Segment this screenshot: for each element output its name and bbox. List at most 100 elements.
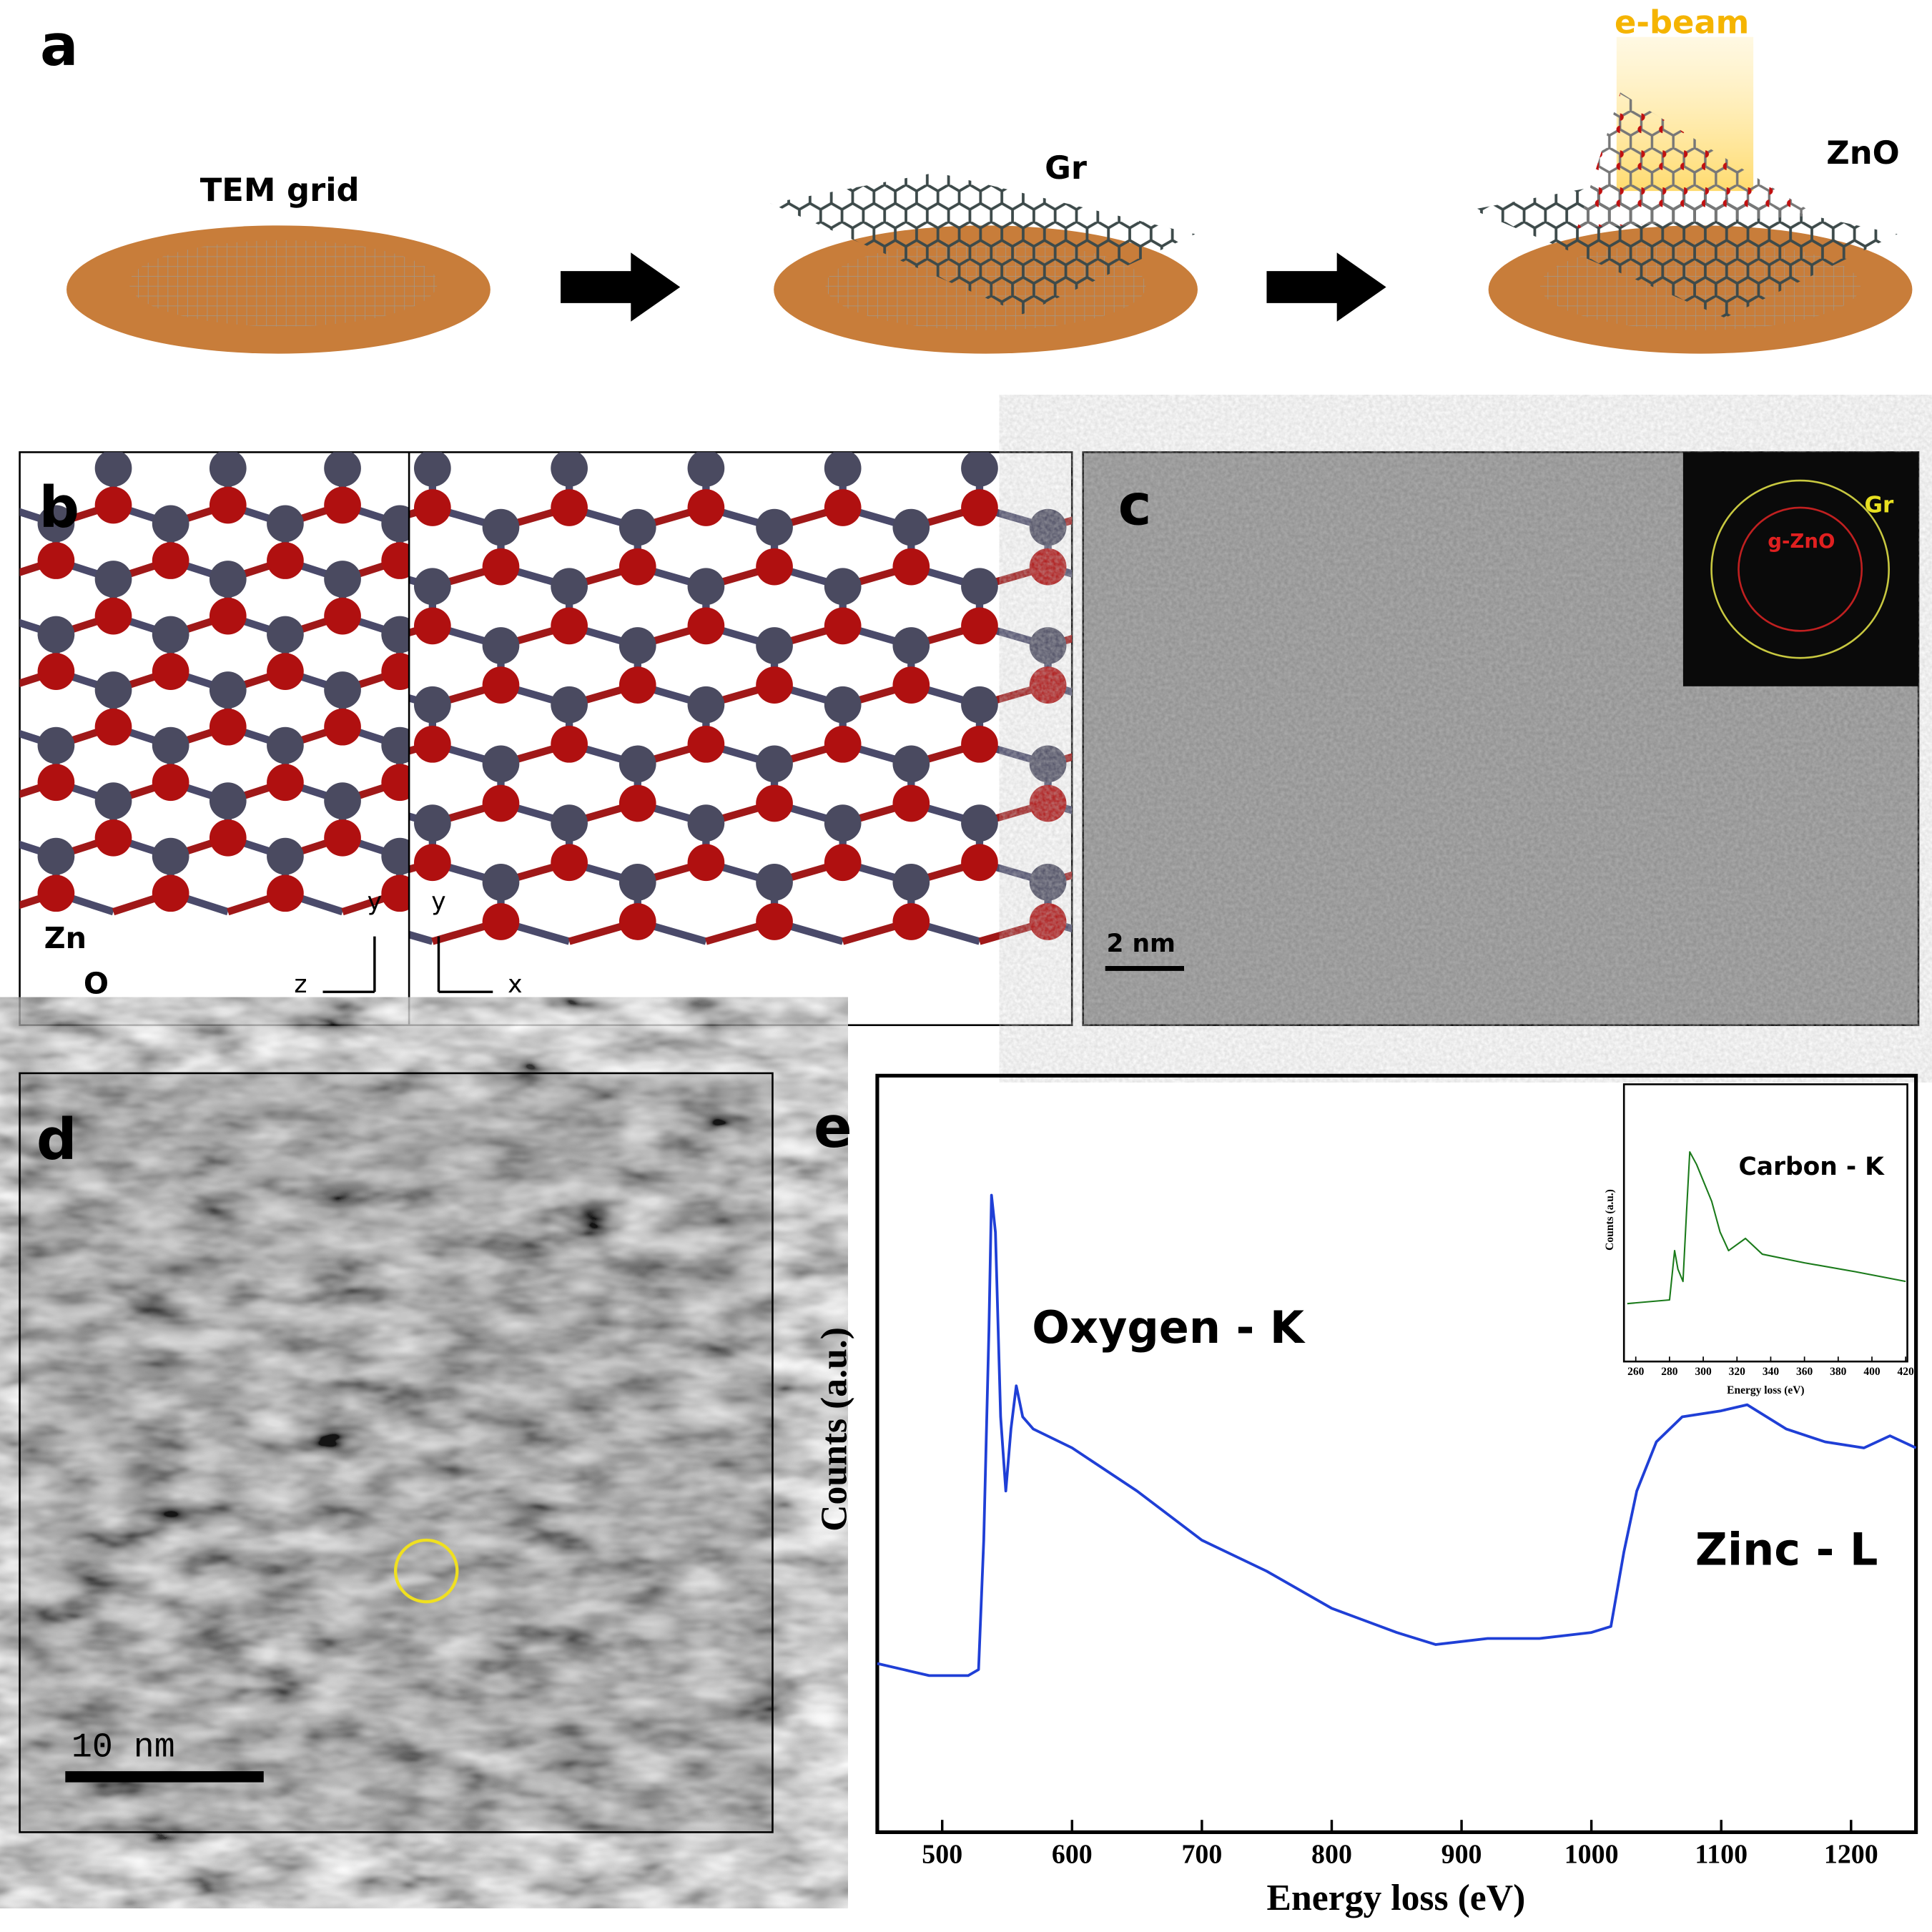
atom: [824, 489, 862, 526]
atom: [94, 782, 132, 819]
atom: [37, 653, 75, 690]
atom: [1029, 508, 1067, 546]
atom: [152, 764, 189, 802]
atom: [961, 568, 998, 606]
atom: [94, 486, 132, 524]
x-tick-label: 280: [1661, 1366, 1678, 1378]
atom: [482, 784, 520, 822]
atom: [209, 452, 247, 487]
atom: [324, 819, 361, 857]
atom: [209, 819, 247, 857]
y-axis-label: Counts (a.u.): [814, 1327, 855, 1532]
inset-frame: [1622, 1083, 1908, 1363]
grid-mesh: [129, 240, 438, 327]
atom: [551, 607, 588, 645]
atom: [1029, 863, 1067, 901]
atom: [414, 489, 451, 526]
atom: [892, 745, 930, 783]
atom: [209, 486, 247, 524]
atom: [152, 616, 189, 654]
atom: [756, 745, 793, 783]
atom: [551, 452, 588, 487]
atom: [551, 804, 588, 842]
atom: [414, 844, 451, 882]
panel-label: e: [814, 1094, 852, 1160]
scale-label: 10 nm: [72, 1728, 175, 1767]
fft-inset: [1682, 452, 1919, 686]
atom: [482, 903, 520, 940]
atom: [756, 903, 793, 940]
atom: [824, 607, 862, 645]
x-tick-label: 1100: [1695, 1840, 1748, 1870]
atom: [152, 542, 189, 579]
annotation: Oxygen - K: [1032, 1301, 1306, 1354]
atom: [824, 686, 862, 724]
atom: [961, 804, 998, 842]
atom: [94, 597, 132, 635]
x-tick-label: 420: [1898, 1366, 1915, 1378]
atom: [892, 666, 930, 704]
atom: [618, 508, 656, 546]
graphene-sheet: [770, 172, 1196, 315]
atom: [381, 764, 410, 802]
atom: [94, 819, 132, 857]
atom: [687, 686, 725, 724]
atom: [687, 568, 725, 606]
axes-right: [437, 936, 493, 993]
atom: [551, 489, 588, 526]
atom: [152, 653, 189, 690]
lattice-top: [409, 452, 1073, 945]
atom: [961, 607, 998, 645]
panel-label: d: [36, 1106, 77, 1173]
atom: [551, 844, 588, 882]
atom: [551, 686, 588, 724]
atom: [267, 616, 304, 654]
spectrum: [877, 1193, 1917, 1677]
x-tick-label: 300: [1695, 1366, 1712, 1378]
atom: [209, 597, 247, 635]
atom: [414, 725, 451, 763]
atom: [618, 548, 656, 586]
frame: [19, 1072, 774, 1833]
zno-sheet: [1577, 92, 1818, 228]
atom: [892, 903, 930, 940]
atom: [961, 725, 998, 763]
panel-label: a: [40, 12, 78, 79]
atom: [209, 782, 247, 819]
atom: [324, 452, 361, 487]
atom: [381, 726, 410, 764]
spectrum: [1627, 1150, 1906, 1305]
arrow: [1266, 252, 1386, 322]
atom: [381, 837, 410, 875]
atom: [381, 542, 410, 579]
x-tick-label: 360: [1796, 1366, 1813, 1378]
atom: [1029, 745, 1067, 783]
atom: [152, 837, 189, 875]
panel-label: c: [1118, 472, 1152, 538]
atom: [892, 863, 930, 901]
arrow: [561, 252, 681, 322]
atom: [961, 489, 998, 526]
atom: [94, 708, 132, 746]
atom: [1029, 627, 1067, 664]
atom: [961, 844, 998, 882]
atom: [892, 508, 930, 546]
atom: [94, 561, 132, 598]
atom: [687, 804, 725, 842]
label: TEM grid: [200, 171, 360, 209]
x-tick-label: 600: [1052, 1840, 1093, 1870]
atom: [209, 561, 247, 598]
atom: [756, 627, 793, 664]
atom: [1029, 666, 1067, 704]
x-tick-label: 400: [1863, 1366, 1881, 1378]
atom: [687, 844, 725, 882]
label: Gr: [1865, 493, 1894, 518]
tem-texture: [19, 1073, 773, 1833]
x-tick-label: 340: [1763, 1366, 1780, 1378]
atom: [892, 784, 930, 822]
atom: [37, 616, 75, 654]
atom: [1029, 548, 1067, 586]
atom: [1029, 784, 1067, 822]
